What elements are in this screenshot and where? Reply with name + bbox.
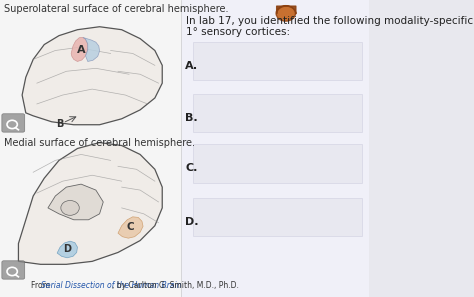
Polygon shape [71,37,88,61]
Polygon shape [118,217,143,238]
Text: , by Carlton G. Smith, M.D., Ph.D.: , by Carlton G. Smith, M.D., Ph.D. [112,282,239,290]
Text: D: D [64,244,72,255]
FancyBboxPatch shape [2,114,25,132]
Circle shape [61,200,79,215]
Text: B: B [56,119,64,129]
Text: A: A [77,45,85,55]
Text: D.: D. [185,217,199,227]
Text: In lab 17, you identified the following modality-specific: In lab 17, you identified the following … [186,16,474,26]
Text: Serial Dissection of the Human Brain: Serial Dissection of the Human Brain [41,282,181,290]
Text: A.: A. [185,61,198,71]
Text: Superolateral surface of cerebral hemisphere.: Superolateral surface of cerebral hemisp… [4,4,228,15]
Text: Medial surface of cerebral hemisphere.: Medial surface of cerebral hemisphere. [4,138,195,148]
FancyBboxPatch shape [193,94,362,132]
FancyBboxPatch shape [193,42,362,80]
Text: C.: C. [185,163,198,173]
Text: 1° sensory cortices:: 1° sensory cortices: [186,27,291,37]
Text: C: C [127,222,134,232]
Polygon shape [18,143,162,264]
Polygon shape [57,241,77,258]
Circle shape [276,6,295,21]
FancyBboxPatch shape [181,0,369,297]
Polygon shape [83,37,100,61]
Text: B.: B. [185,113,198,123]
FancyBboxPatch shape [2,261,25,279]
FancyBboxPatch shape [193,144,362,183]
Polygon shape [48,184,103,220]
Text: From: From [31,282,53,290]
FancyBboxPatch shape [193,198,362,236]
FancyBboxPatch shape [0,0,181,297]
Polygon shape [22,27,162,125]
